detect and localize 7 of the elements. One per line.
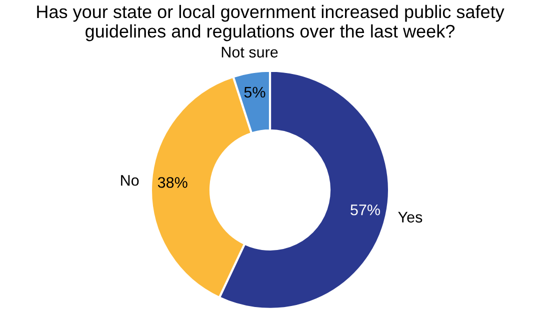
data-label: 5% <box>244 86 266 98</box>
data-label: 57% <box>350 204 380 216</box>
slice-label: Not sure <box>222 46 278 58</box>
data-label: 38% <box>158 177 188 188</box>
slice-label: No <box>121 175 139 186</box>
chart-title: Has your state or local government increased public safety guidelines and regulations over the last week? <box>37 4 504 42</box>
slice-label: Yes <box>398 212 422 223</box>
